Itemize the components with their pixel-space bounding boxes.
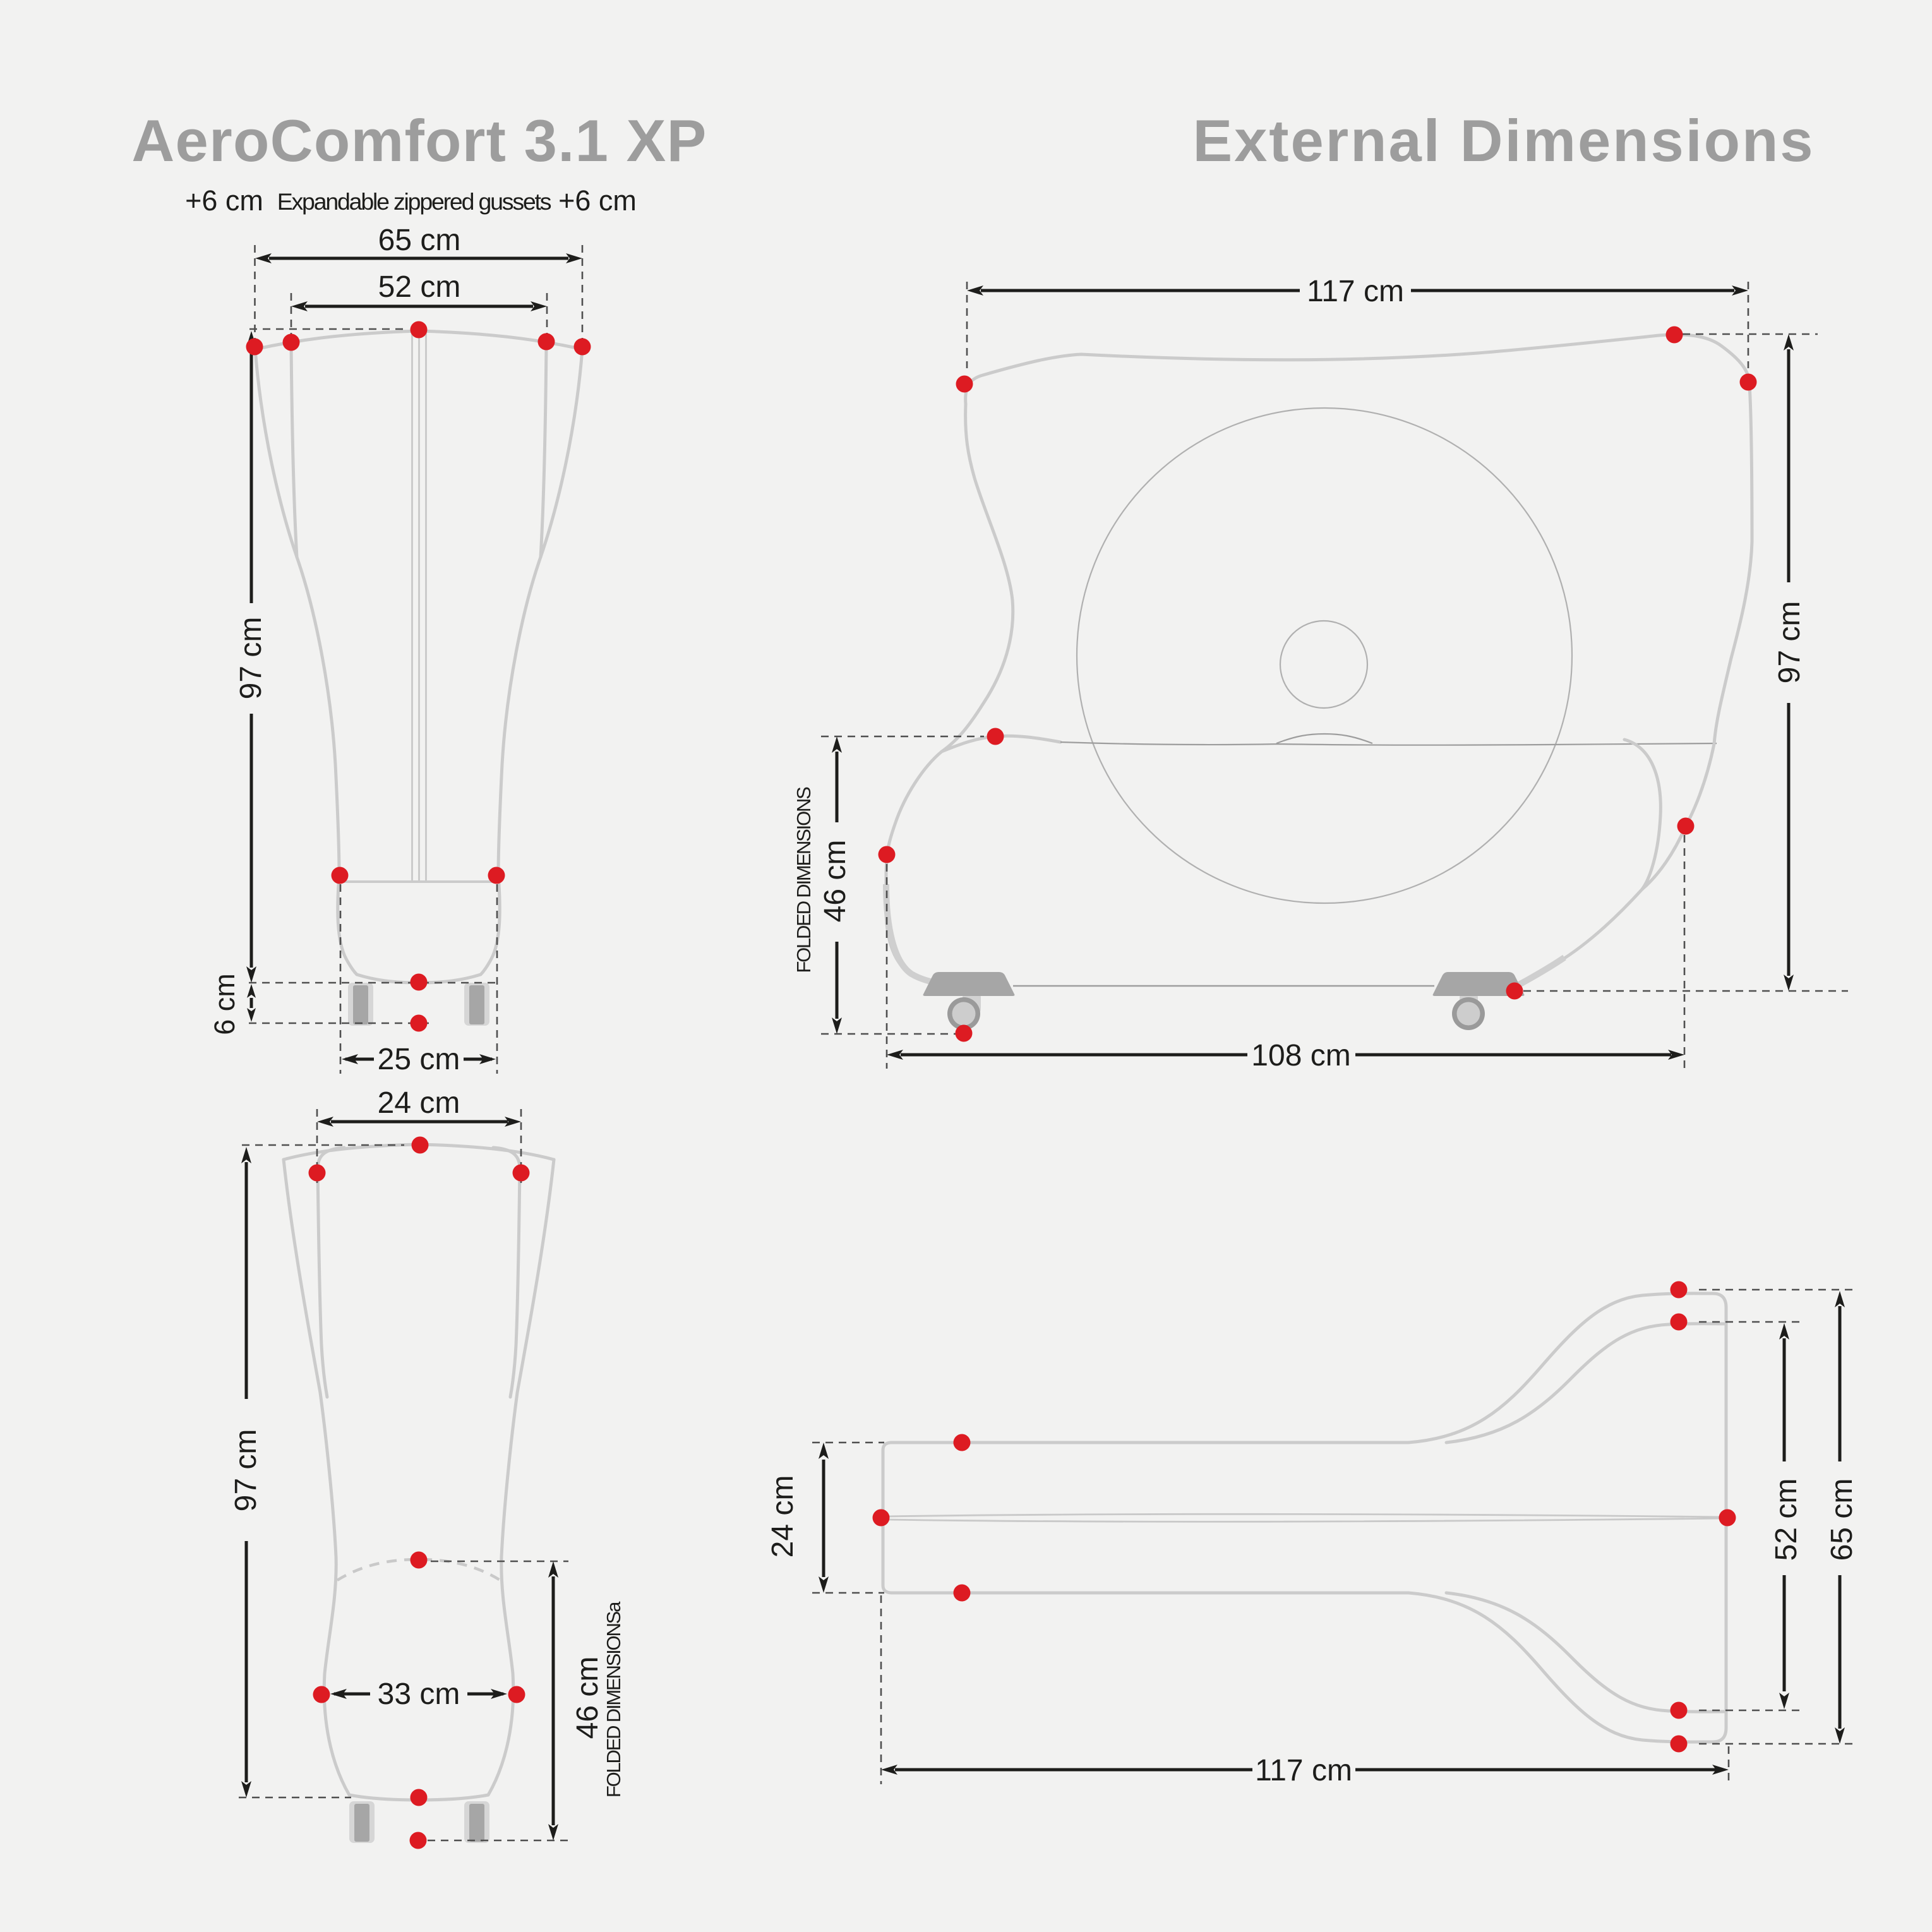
- svg-text:+6 cm: +6 cm: [185, 184, 263, 217]
- svg-text:Expandable zippered gussets: Expandable zippered gussets: [277, 188, 551, 215]
- svg-text:FOLDED DIMENSIONSa: FOLDED DIMENSIONSa: [603, 1601, 625, 1797]
- svg-text:46 cm: 46 cm: [819, 840, 852, 923]
- svg-text:108 cm: 108 cm: [1251, 1039, 1350, 1072]
- svg-text:65 cm: 65 cm: [378, 224, 461, 257]
- svg-text:6 cm: 6 cm: [208, 973, 241, 1035]
- svg-text:AeroComfort 3.1 XP: AeroComfort 3.1 XP: [131, 107, 707, 174]
- svg-text:24 cm: 24 cm: [378, 1086, 460, 1120]
- svg-text:52 cm: 52 cm: [1770, 1479, 1803, 1561]
- svg-text:97 cm: 97 cm: [1773, 601, 1806, 684]
- svg-text:117 cm: 117 cm: [1255, 1754, 1352, 1787]
- svg-text:97 cm: 97 cm: [229, 1429, 263, 1512]
- svg-text:65 cm: 65 cm: [1825, 1479, 1859, 1561]
- svg-text:33 cm: 33 cm: [378, 1677, 460, 1711]
- svg-text:+6 cm: +6 cm: [558, 184, 637, 217]
- svg-text:117 cm: 117 cm: [1307, 275, 1404, 308]
- svg-text:FOLDED DIMENSIONS: FOLDED DIMENSIONS: [793, 787, 815, 973]
- svg-text:External Dimensions: External Dimensions: [1193, 107, 1815, 174]
- svg-text:97 cm: 97 cm: [234, 617, 268, 700]
- svg-text:52 cm: 52 cm: [378, 270, 461, 304]
- svg-text:25 cm: 25 cm: [378, 1043, 460, 1076]
- svg-text:46 cm: 46 cm: [571, 1657, 604, 1739]
- svg-text:24 cm: 24 cm: [766, 1475, 800, 1558]
